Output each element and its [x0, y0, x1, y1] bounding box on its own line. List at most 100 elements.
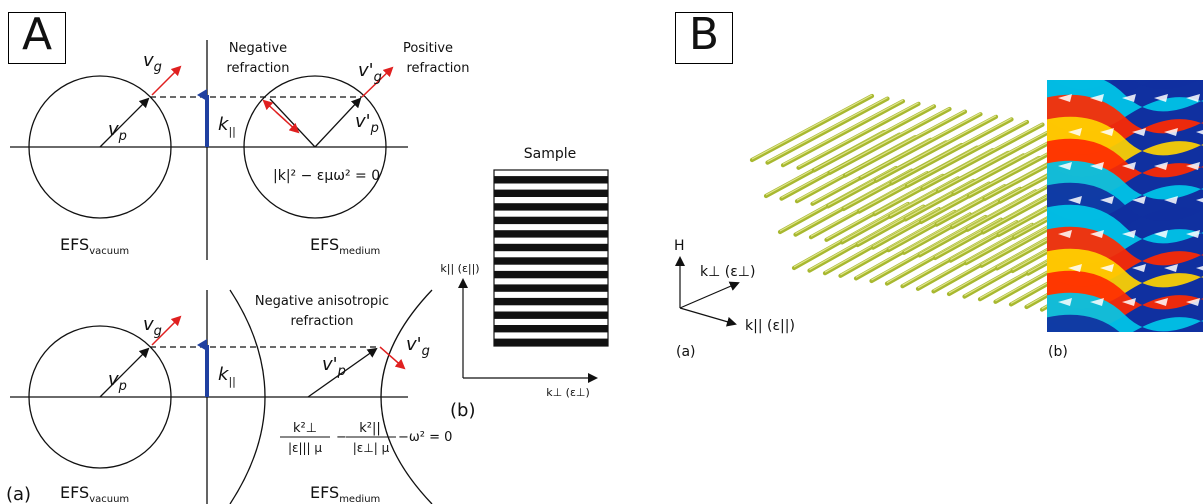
panel-a-sublabel-b: (b): [450, 400, 475, 421]
sample-stripes: [494, 176, 608, 346]
field-cone: [1164, 264, 1178, 272]
sample-stripe: [494, 203, 608, 211]
field-cone: [1090, 230, 1104, 238]
field-cone: [1068, 128, 1082, 136]
field-cone: [1058, 162, 1072, 170]
vpp-label-bottom: v'p: [322, 354, 346, 379]
sample-stripe: [494, 189, 608, 197]
field-cone: [1058, 94, 1072, 102]
field-cone: [1154, 162, 1168, 170]
rod: [889, 117, 1014, 186]
sample-y-label: k|| (ε||): [440, 262, 479, 275]
sample-stripe: [494, 216, 608, 225]
sample-stripe: [494, 338, 608, 346]
panel-a-letter-box: A: [8, 12, 66, 64]
field-cone: [1058, 298, 1072, 306]
rod-highlight: [875, 115, 997, 181]
rod-highlight: [782, 99, 904, 165]
axis-kperp-label: k⊥ (ε⊥): [700, 264, 755, 280]
rod-highlight: [809, 205, 924, 271]
field-cone: [1132, 264, 1146, 272]
rod-highlight: [855, 212, 971, 278]
panel-b-letter: B: [688, 9, 720, 60]
field-cone: [1058, 230, 1072, 238]
aniso-title-2: refraction: [291, 314, 354, 329]
sample-stripe: [494, 284, 608, 292]
efs-vacuum-label-bottom: EFSvacuum: [60, 483, 129, 504]
vg-arrow-top: [151, 65, 182, 96]
rod-highlight: [844, 110, 966, 176]
sample-stripe: [494, 311, 608, 319]
vpp-arrow-bottom: [307, 347, 378, 398]
panel-a-top-diagram: Negative refraction Positive refraction …: [10, 40, 470, 260]
axis-kperp-arrow: [679, 281, 740, 309]
rod-highlight: [860, 112, 981, 178]
field-cone: [1122, 94, 1136, 102]
panel-b-letter-box: B: [675, 12, 733, 64]
field-cone: [1132, 196, 1146, 204]
efs-medium-circle-top: [243, 75, 387, 219]
eq-tail: −ω² = 0: [398, 430, 452, 445]
rod: [904, 119, 1030, 189]
field-cone: [1090, 94, 1104, 102]
rod: [873, 114, 999, 183]
rod-highlight: [922, 123, 1043, 189]
field-cone: [1196, 130, 1203, 135]
efs-medium-label-bottom: EFSmedium: [310, 483, 380, 504]
field-cone: [1154, 298, 1168, 306]
field-cone: [1196, 266, 1203, 271]
rod-highlight: [829, 107, 950, 173]
panel-a-bottom-diagram: Negative anisotropic refraction vg v'g v…: [6, 289, 452, 504]
pos-refraction-label-1: Positive: [403, 41, 453, 56]
field-cone: [1186, 230, 1200, 238]
sample-stripe: [494, 270, 608, 279]
kpar-label-bottom: k||: [218, 364, 236, 388]
field-cone: [1122, 162, 1136, 170]
field-cone: [1132, 128, 1146, 136]
field-cone: [1100, 196, 1114, 204]
axis-kpar-arrow: [679, 307, 737, 327]
field-cone: [1122, 230, 1136, 238]
eq-den-1: |ε||| μ: [288, 441, 322, 455]
field-cone: [1186, 298, 1200, 306]
eq-den-2: |ε⊥| μ: [353, 441, 390, 455]
vg-arrow-bottom: [151, 315, 182, 346]
field-cone: [1154, 230, 1168, 238]
field-cone: [1122, 298, 1136, 306]
vgp-arrow-bottom: [379, 346, 406, 370]
hyperbola-left: [229, 289, 266, 504]
rod-highlight: [886, 218, 1002, 284]
efs-vacuum-circle-bottom: [28, 325, 172, 469]
rod: [920, 122, 1045, 191]
sample-stripe: [494, 297, 608, 306]
panel-b-axes: H k⊥ (ε⊥) k|| (ε||) (a): [674, 238, 795, 360]
rod: [796, 101, 921, 170]
rod-highlight: [871, 215, 986, 281]
rod-highlight: [751, 94, 873, 160]
rod-highlight: [813, 104, 935, 170]
sample-stripe: [494, 176, 608, 184]
neg-vp-line-top: [269, 98, 316, 148]
field-band: [1053, 80, 1113, 89]
rod-highlight: [906, 120, 1028, 186]
sample-stripe: [494, 257, 608, 265]
vgp-label-top: v'g: [358, 60, 382, 85]
sample-x-label: k⊥ (ε⊥): [546, 386, 590, 399]
field-cone: [1090, 162, 1104, 170]
rod-highlight: [793, 202, 909, 268]
field-cone: [1100, 128, 1114, 136]
rod: [842, 109, 968, 178]
kpar-label-top: k||: [218, 114, 236, 138]
vp-label-bottom: vp: [108, 369, 127, 394]
rod-highlight: [891, 117, 1012, 183]
rod-highlight: [767, 97, 888, 163]
field-band: [1030, 0, 1203, 22]
sample-title: Sample: [524, 146, 577, 162]
vg-label-top: vg: [143, 50, 162, 75]
efs-vacuum-circle-top: [28, 75, 172, 219]
sample-stripe: [494, 230, 608, 238]
eq-minus: −: [336, 430, 347, 445]
eq-num-1: k²⊥: [293, 421, 317, 436]
field-band: [1030, 0, 1203, 44]
